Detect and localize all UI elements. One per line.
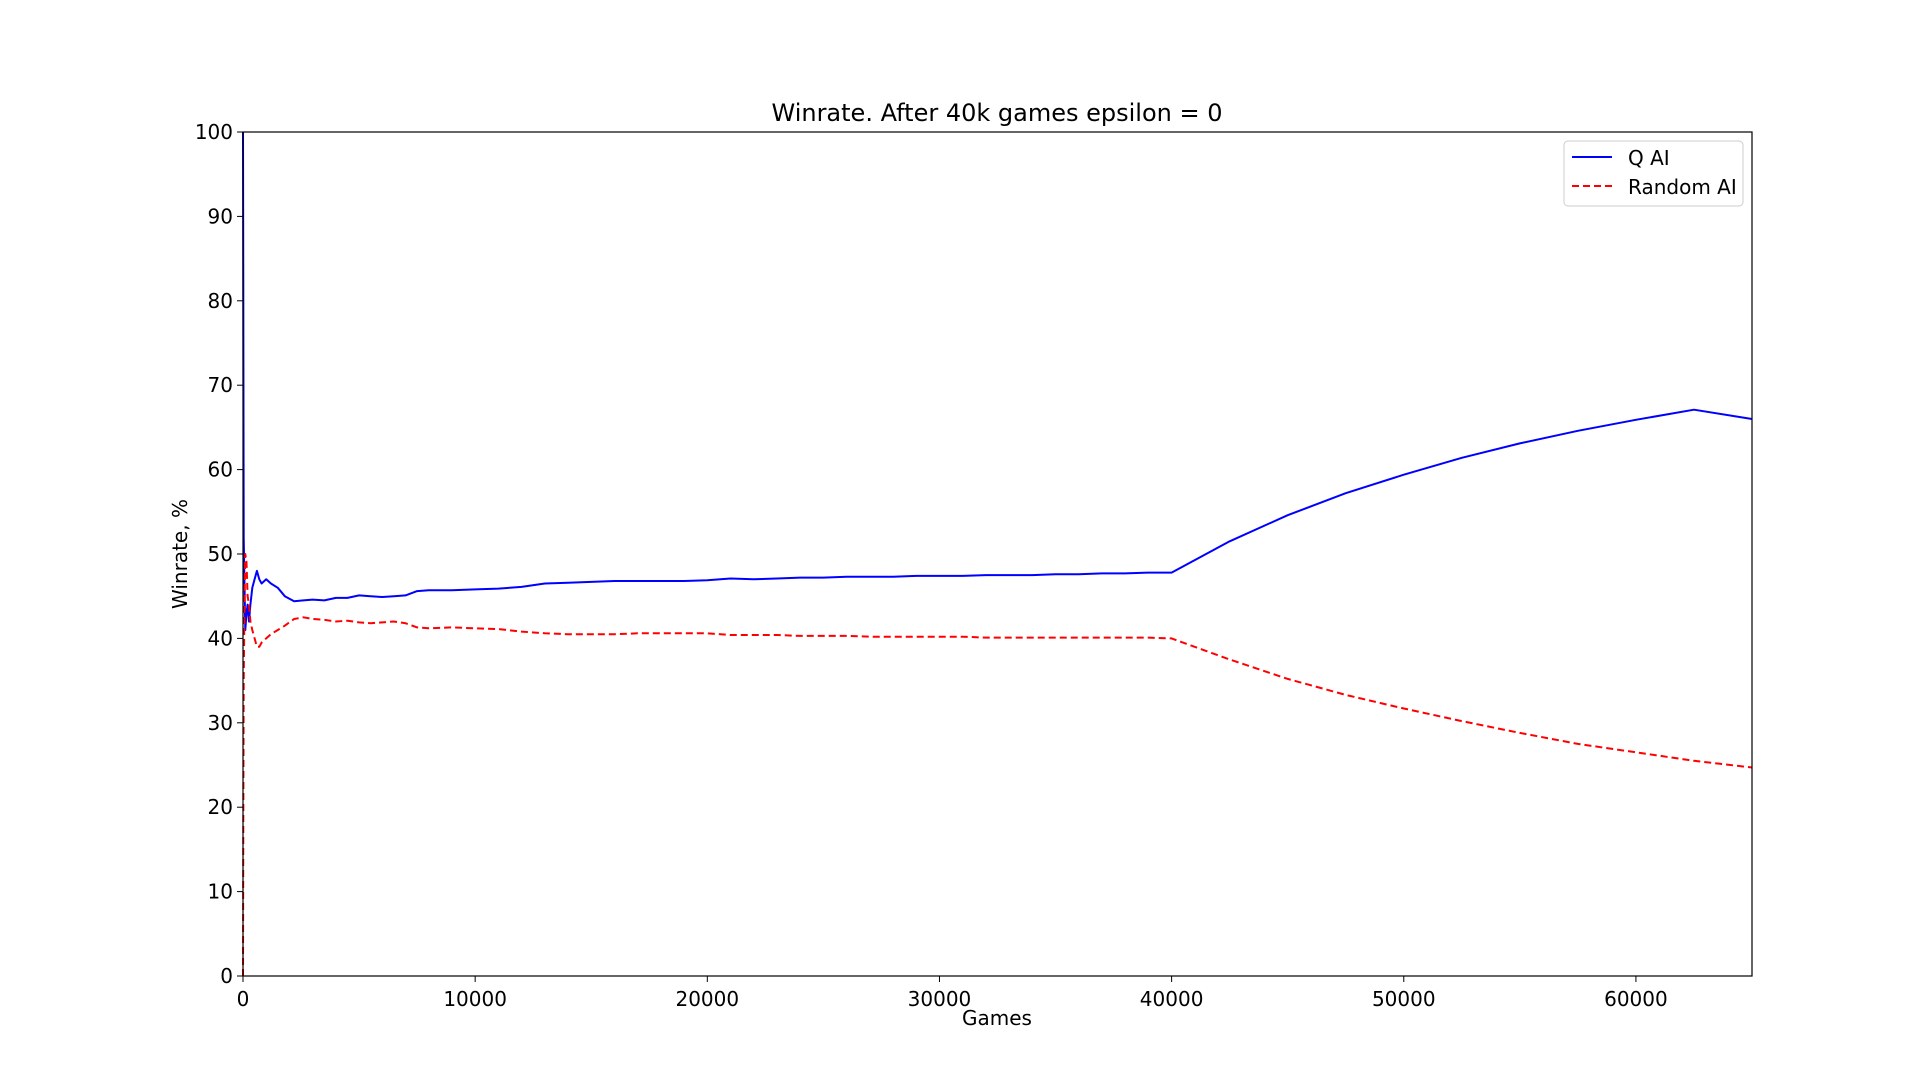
y-axis: 0 10 20 30 40 50 60 70 80 90 100 — [195, 120, 243, 988]
y-axis-label: Winrate, % — [168, 499, 192, 609]
y-tick-label: 30 — [208, 711, 233, 735]
y-tick-label: 0 — [220, 964, 233, 988]
y-tick-label: 10 — [208, 880, 233, 904]
x-axis-label: Games — [962, 1006, 1032, 1030]
x-tick-label: 40000 — [1140, 987, 1204, 1011]
chart-title: Winrate. After 40k games epsilon = 0 — [771, 99, 1222, 127]
x-axis: 0 10000 20000 30000 40000 50000 60000 — [237, 976, 1668, 1011]
y-tick-label: 60 — [208, 458, 233, 482]
legend-label-random-ai: Random AI — [1628, 175, 1737, 199]
x-tick-label: 20000 — [675, 987, 739, 1011]
x-tick-label: 30000 — [908, 987, 972, 1011]
legend-label-q-ai: Q AI — [1628, 146, 1670, 170]
x-tick-label: 0 — [237, 987, 250, 1011]
series-line-q-ai — [242, 131, 1753, 631]
series-line-random-ai — [242, 553, 1753, 977]
legend: Q AI Random AI — [1563, 140, 1744, 207]
series-layer — [242, 131, 1753, 977]
x-tick-label: 50000 — [1372, 987, 1436, 1011]
y-tick-label: 20 — [208, 795, 233, 819]
y-tick-label: 100 — [195, 120, 233, 144]
y-tick-label: 90 — [208, 204, 233, 228]
y-tick-label: 80 — [208, 289, 233, 313]
x-tick-label: 10000 — [443, 987, 507, 1011]
x-tick-label: 60000 — [1604, 987, 1668, 1011]
y-tick-label: 70 — [208, 373, 233, 397]
y-tick-label: 50 — [208, 542, 233, 566]
y-tick-label: 40 — [208, 626, 233, 650]
